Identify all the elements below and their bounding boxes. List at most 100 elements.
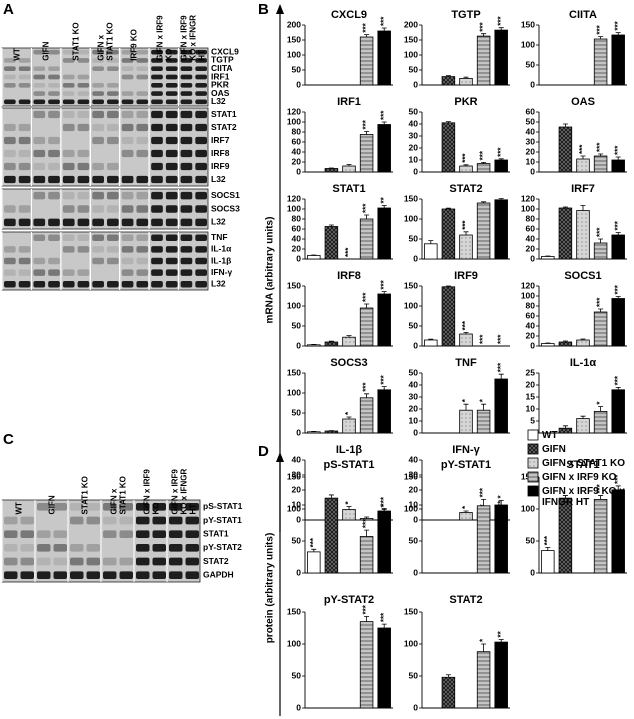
chart-title: IL-1α (570, 357, 597, 369)
significance-label: *** (578, 144, 587, 154)
blot-band (78, 137, 90, 144)
column-label: GIFN x STAT1 KO (108, 476, 127, 515)
bar (593, 498, 608, 574)
blot-band (180, 66, 193, 72)
blot-band (103, 557, 117, 566)
blot-band (180, 234, 193, 242)
y-tick-label: 100 (287, 49, 301, 59)
column-label: STAT1 KO (71, 22, 81, 61)
blot-band (4, 544, 18, 552)
blot-band (62, 175, 75, 184)
blot-band (33, 218, 46, 227)
blot-band (62, 82, 75, 88)
y-tick-label: 50 (526, 535, 536, 545)
blot-band (151, 280, 163, 288)
blot-band (180, 136, 193, 145)
blot-band (92, 257, 104, 265)
blot-band (19, 111, 31, 118)
y-tick-label: 50 (409, 535, 419, 545)
blot-band (18, 82, 31, 88)
blot-band (151, 58, 163, 63)
blot-band (121, 269, 134, 276)
bar (494, 641, 508, 709)
blot-band (121, 257, 134, 265)
bar (359, 397, 374, 434)
significance-label: *** (362, 119, 371, 129)
y-tick-label: 40 (409, 454, 419, 464)
blot-band (169, 530, 183, 538)
blot-band (152, 516, 166, 525)
bar (611, 159, 625, 173)
blot-band (136, 234, 149, 242)
legend-swatch (527, 443, 539, 455)
blot-band (165, 175, 178, 184)
blot-band (195, 205, 207, 213)
blot-band (195, 136, 207, 145)
bar (441, 286, 456, 347)
blot-band (136, 74, 149, 80)
blot-band (62, 280, 75, 288)
blot-band (48, 280, 60, 288)
blot-band (165, 74, 178, 80)
bar (441, 208, 456, 260)
blot-band (4, 58, 16, 63)
blot-band (33, 257, 46, 265)
error-bar (545, 547, 551, 551)
blot-band (165, 218, 178, 227)
blot-band (63, 258, 75, 264)
y-tick-label: 100 (287, 638, 301, 648)
error-bar (381, 386, 387, 390)
y-tick-label: 150 (287, 471, 301, 481)
blot-label: STAT1 (203, 528, 229, 538)
y-tick-label: 100 (521, 39, 535, 49)
blot-band (169, 557, 183, 566)
bar (541, 343, 555, 347)
blot-band (18, 123, 31, 132)
blot-label: CIITA (211, 63, 233, 73)
y-tick-label: 150 (404, 606, 418, 616)
blot-band (136, 257, 149, 265)
blot-band (136, 123, 149, 132)
blot-band (18, 269, 31, 276)
significance-label: *** (379, 16, 388, 26)
bar (441, 676, 456, 709)
blot-band (136, 136, 149, 145)
error-bar (381, 623, 387, 628)
blot-band (70, 530, 84, 538)
bar (324, 430, 339, 434)
y-tick-label: 40 (526, 320, 536, 330)
y-tick-label: 120 (521, 193, 535, 203)
blot-band (151, 110, 163, 119)
blot-band (53, 557, 67, 566)
blot-band (180, 149, 193, 158)
blot-band (18, 280, 31, 288)
blot-band (87, 530, 101, 538)
significance-label: *** (596, 24, 605, 34)
blot-band (121, 58, 134, 63)
blot-band (107, 49, 119, 55)
blot-band (107, 246, 119, 253)
y-tick-label: 150 (287, 280, 301, 290)
blot-band (195, 280, 207, 288)
error-bar (498, 639, 504, 643)
blot-band (107, 175, 119, 184)
y-tick-label: 150 (521, 19, 535, 29)
y-tick-label: 40 (292, 454, 302, 464)
error-bar (428, 338, 434, 340)
blot-band (33, 91, 46, 96)
blot-band (4, 74, 16, 80)
y-tick-label: 0 (413, 514, 418, 524)
error-bar (346, 416, 352, 419)
blot-band (119, 503, 133, 511)
blot-label: SOCS1 (211, 190, 240, 200)
blot-label: pY-STAT2 (203, 542, 242, 552)
blot-band (4, 235, 16, 241)
blot-band (53, 544, 67, 552)
blot-band (4, 136, 16, 145)
blot-band (180, 91, 193, 96)
blot-band (185, 544, 199, 552)
bar (459, 234, 473, 260)
column-label: WT (12, 48, 22, 61)
y-tick-label: 10 (409, 499, 419, 509)
